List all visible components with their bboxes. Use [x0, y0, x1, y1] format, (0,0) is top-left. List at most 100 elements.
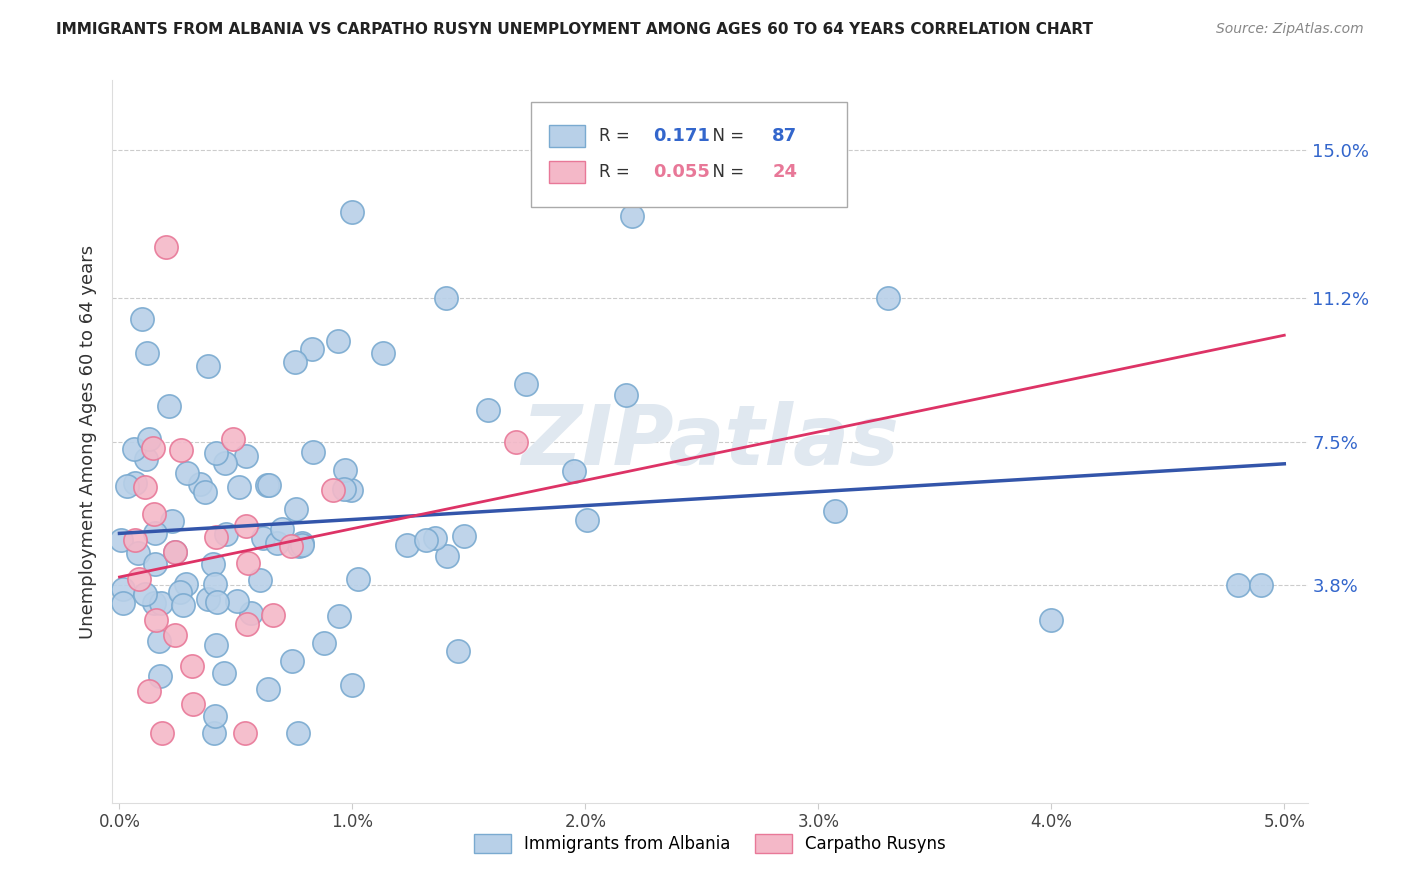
Point — [124, 475, 146, 490]
Point — [453, 529, 475, 543]
Point — [235, 518, 257, 533]
Point — [173, 599, 195, 613]
Text: ZIPatlas: ZIPatlas — [522, 401, 898, 482]
Point — [340, 678, 363, 692]
Legend: Immigrants from Albania, Carpatho Rusyns: Immigrants from Albania, Carpatho Rusyns — [467, 827, 953, 860]
Point — [142, 508, 165, 522]
Text: R =: R = — [599, 163, 636, 181]
Point — [291, 536, 314, 550]
Point — [373, 346, 395, 360]
Text: N =: N = — [702, 127, 749, 145]
Point — [115, 479, 138, 493]
Point — [447, 644, 470, 658]
Point — [342, 205, 364, 219]
Point — [423, 531, 446, 545]
Point — [266, 536, 288, 550]
Point — [215, 527, 238, 541]
Y-axis label: Unemployment Among Ages 60 to 64 years: Unemployment Among Ages 60 to 64 years — [79, 244, 97, 639]
Point — [824, 504, 846, 518]
Point — [236, 556, 259, 570]
Bar — [548, 161, 585, 183]
Point — [155, 240, 177, 254]
Point — [877, 291, 900, 305]
Bar — [548, 125, 585, 147]
Point — [111, 596, 134, 610]
Point — [283, 355, 305, 369]
Point — [142, 441, 165, 455]
Point — [328, 609, 350, 624]
Point — [170, 442, 193, 457]
Point — [135, 346, 157, 360]
Point — [1226, 578, 1249, 592]
Point — [138, 683, 160, 698]
Point — [1040, 613, 1063, 627]
Point — [169, 585, 191, 599]
Point — [575, 513, 598, 527]
Point — [212, 665, 235, 680]
Point — [395, 538, 418, 552]
Point — [233, 726, 256, 740]
Point — [194, 484, 217, 499]
Text: R =: R = — [599, 127, 636, 145]
Point — [257, 478, 280, 492]
Point — [515, 377, 537, 392]
Point — [226, 594, 249, 608]
Point — [281, 654, 304, 668]
Point — [180, 659, 202, 673]
Point — [271, 523, 294, 537]
Point — [148, 633, 170, 648]
Text: Source: ZipAtlas.com: Source: ZipAtlas.com — [1216, 22, 1364, 37]
Point — [301, 342, 323, 356]
Point — [340, 483, 363, 498]
Point — [614, 388, 637, 402]
Point — [222, 432, 245, 446]
Point — [620, 209, 643, 223]
Point — [204, 709, 226, 723]
Point — [1250, 578, 1272, 592]
Point — [124, 533, 146, 547]
Point — [131, 312, 153, 326]
Point — [145, 557, 167, 571]
Point — [287, 726, 309, 740]
Point — [128, 572, 150, 586]
Point — [134, 587, 156, 601]
Point — [138, 433, 160, 447]
Text: 0.171: 0.171 — [652, 127, 710, 145]
Point — [202, 557, 225, 571]
Point — [333, 482, 356, 496]
Point — [562, 464, 585, 478]
Point — [149, 669, 172, 683]
Point — [197, 592, 219, 607]
Point — [127, 546, 149, 560]
Text: N =: N = — [702, 163, 749, 181]
Point — [157, 399, 180, 413]
Point — [288, 539, 311, 553]
Point — [434, 291, 457, 305]
Point — [280, 539, 302, 553]
Point — [134, 480, 156, 494]
Point — [112, 582, 135, 596]
Point — [249, 573, 271, 587]
Point — [291, 538, 314, 552]
Point — [239, 607, 262, 621]
Point — [235, 450, 257, 464]
Point — [347, 572, 370, 586]
Point — [205, 639, 228, 653]
Point — [197, 359, 219, 373]
Point — [145, 613, 167, 627]
Point — [256, 681, 278, 696]
Point — [163, 628, 186, 642]
Point — [477, 403, 499, 417]
Point — [505, 434, 527, 449]
Point — [204, 530, 226, 544]
Point — [301, 444, 323, 458]
Point — [256, 477, 278, 491]
Point — [262, 608, 284, 623]
Point — [204, 577, 226, 591]
Point — [207, 595, 229, 609]
Point — [333, 463, 356, 477]
Point — [236, 616, 259, 631]
Text: 0.055: 0.055 — [652, 163, 710, 181]
Point — [328, 334, 350, 349]
Point — [436, 549, 458, 564]
